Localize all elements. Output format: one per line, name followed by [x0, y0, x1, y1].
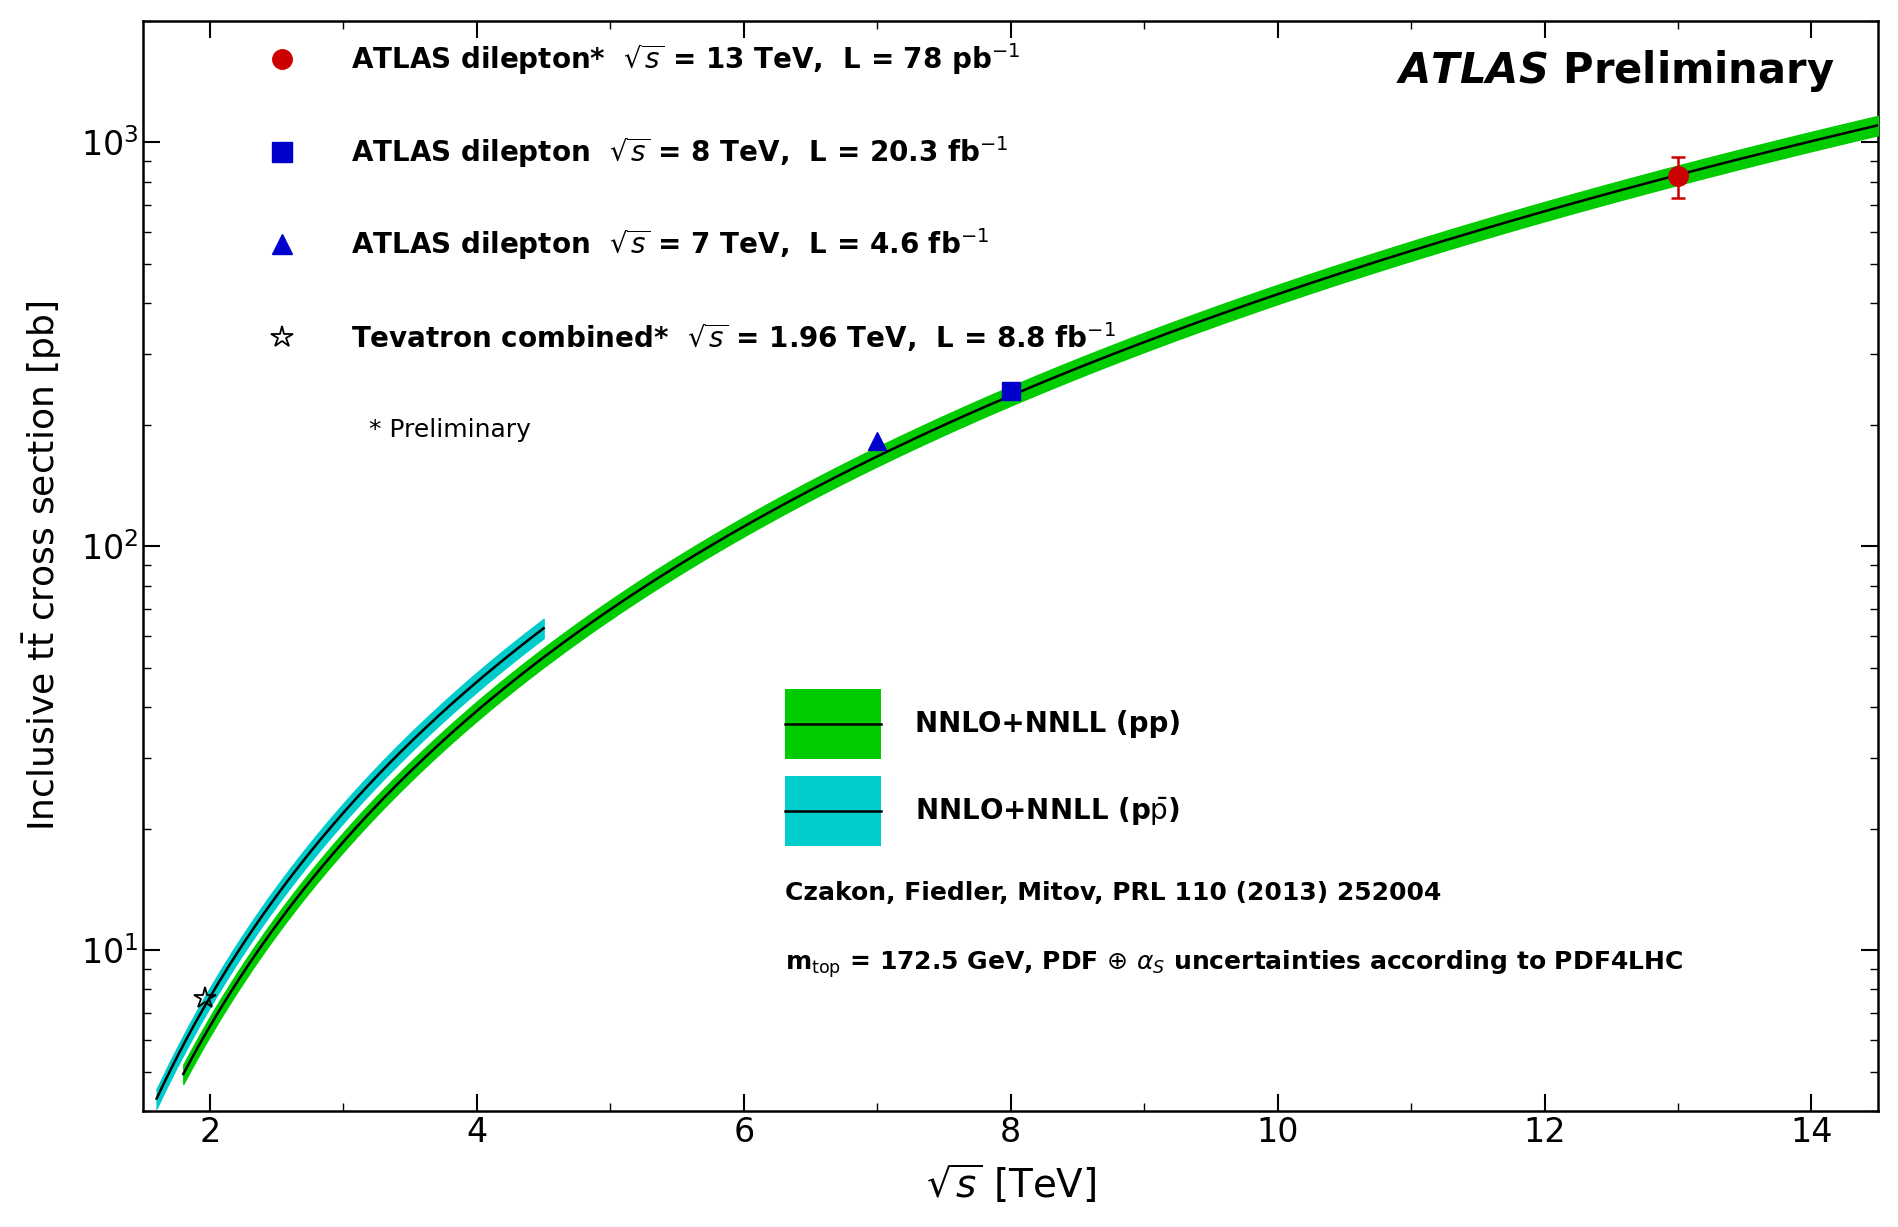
Text: NNLO+NNLL (p$\bar{\rm p}$): NNLO+NNLL (p$\bar{\rm p}$) — [915, 795, 1181, 827]
Text: * Preliminary: * Preliminary — [368, 417, 530, 442]
Text: $\bfit{ATLAS}$ Preliminary: $\bfit{ATLAS}$ Preliminary — [1395, 48, 1833, 94]
Y-axis label: Inclusive t$\bar{\rm t}$ cross section [pb]: Inclusive t$\bar{\rm t}$ cross section [… — [21, 301, 65, 831]
Text: NNLO+NNLL (pp): NNLO+NNLL (pp) — [915, 710, 1181, 739]
Text: Tevatron combined*  $\sqrt{s}$ = 1.96 TeV,  L = 8.8 fb$^{-1}$: Tevatron combined* $\sqrt{s}$ = 1.96 TeV… — [351, 320, 1116, 353]
Text: ATLAS dilepton  $\sqrt{s}$ = 7 TeV,  L = 4.6 fb$^{-1}$: ATLAS dilepton $\sqrt{s}$ = 7 TeV, L = 4… — [351, 227, 989, 263]
X-axis label: $\sqrt{s}$ [TeV]: $\sqrt{s}$ [TeV] — [924, 1163, 1095, 1206]
Text: ATLAS dilepton*  $\sqrt{s}$ = 13 TeV,  L = 78 pb$^{-1}$: ATLAS dilepton* $\sqrt{s}$ = 13 TeV, L =… — [351, 40, 1019, 77]
Text: ATLAS dilepton  $\sqrt{s}$ = 8 TeV,  L = 20.3 fb$^{-1}$: ATLAS dilepton $\sqrt{s}$ = 8 TeV, L = 2… — [351, 134, 1008, 169]
Text: Czakon, Fiedler, Mitov, PRL 110 (2013) 252004: Czakon, Fiedler, Mitov, PRL 110 (2013) 2… — [784, 881, 1441, 906]
Bar — [784, 690, 881, 760]
Text: m$_{\rm top}$ = 172.5 GeV, PDF $\oplus$ $\alpha_S$ uncertainties according to PD: m$_{\rm top}$ = 172.5 GeV, PDF $\oplus$ … — [784, 948, 1682, 979]
Bar — [784, 777, 881, 847]
